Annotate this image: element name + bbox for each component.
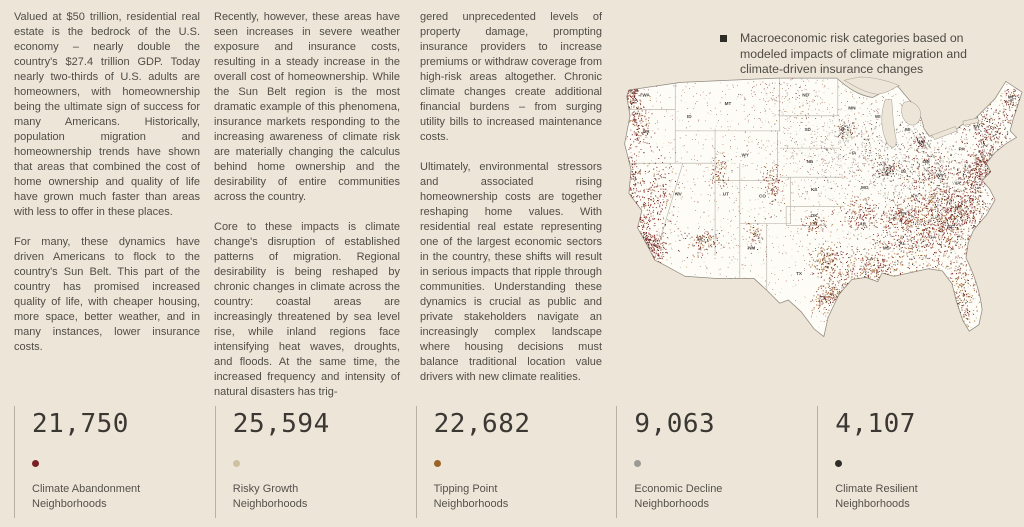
stat-label-line2: Neighborhoods — [634, 498, 710, 510]
stat-value: 25,594 — [232, 409, 330, 439]
body-paragraph: gered unprecedented levels of property d… — [420, 11, 602, 143]
stat-category-dot — [835, 460, 843, 467]
us-risk-map: WA OR ID MT WY NV UT CO AZ NM ND SD NE KS OK TX MN IA MO AR… — [624, 76, 1023, 338]
svg-text:IN: IN — [901, 169, 906, 174]
svg-text:IA: IA — [852, 151, 857, 156]
stat-label: Economic Decline Neighborhoods — [634, 482, 817, 512]
body-paragraph: Core to these impacts is climate change'… — [214, 221, 400, 398]
stat-label-line2: Neighborhoods — [32, 498, 107, 510]
stats-row: 21,750 Climate Abandonment Neighborhoods… — [14, 406, 1018, 518]
map-legend-text: Macroeconomic risk categories based on m… — [740, 31, 967, 76]
stat-economic-decline: 9,063 Economic Decline Neighborhoods — [616, 406, 817, 518]
svg-text:LA: LA — [867, 256, 874, 261]
stat-tipping-point: 22,682 Tipping Point Neighborhoods — [415, 406, 617, 518]
stat-category-dot — [232, 460, 240, 467]
svg-text:ME: ME — [1008, 95, 1015, 100]
svg-text:NE: NE — [807, 159, 813, 164]
stat-label-line1: Economic Decline — [634, 483, 723, 495]
stat-label: Tipping Point Neighborhoods — [434, 482, 617, 512]
svg-text:ID: ID — [687, 114, 692, 119]
body-paragraph: Valued at $50 trillion, residential real… — [14, 11, 200, 218]
svg-text:AL: AL — [899, 241, 905, 246]
svg-text:MO: MO — [861, 185, 869, 190]
svg-text:NV: NV — [675, 192, 682, 197]
stat-label: Climate Abandonment Neighborhoods — [32, 482, 215, 512]
svg-text:WY: WY — [742, 153, 750, 158]
stat-climate-abandonment: 21,750 Climate Abandonment Neighborhoods — [14, 406, 215, 518]
svg-text:ND: ND — [802, 92, 809, 97]
svg-text:GA: GA — [929, 235, 937, 240]
svg-text:NM: NM — [748, 245, 755, 250]
stat-value: 9,063 — [634, 409, 716, 439]
svg-text:OK: OK — [811, 213, 819, 218]
stat-category-dot — [634, 460, 642, 467]
stat-label: Risky Growth Neighborhoods — [233, 482, 416, 512]
stat-label-line2: Neighborhoods — [835, 498, 910, 510]
svg-text:UT: UT — [723, 192, 729, 197]
stat-label-line2: Neighborhoods — [433, 498, 509, 510]
stat-label: Climate Resilient Neighborhoods — [835, 482, 1018, 512]
stat-label-line1: Climate Resilient — [835, 483, 918, 495]
stat-value: 21,750 — [32, 409, 129, 439]
svg-text:IL: IL — [885, 172, 889, 177]
stat-label-line1: Climate Abandonment — [32, 483, 141, 495]
legend-square-icon — [720, 35, 727, 42]
article-column-1: Valued at $50 trillion, residential real… — [14, 10, 200, 370]
svg-text:MI: MI — [905, 127, 910, 132]
svg-text:TX: TX — [796, 271, 803, 276]
svg-text:KS: KS — [811, 187, 817, 192]
stat-label-line2: Neighborhoods — [232, 498, 308, 510]
svg-text:KY: KY — [911, 194, 918, 199]
svg-text:VA: VA — [954, 181, 961, 186]
svg-text:MS: MS — [883, 245, 890, 250]
stat-value: 4,107 — [835, 409, 916, 439]
svg-text:SC: SC — [948, 224, 955, 229]
svg-text:MT: MT — [725, 101, 732, 106]
svg-text:NC: NC — [955, 204, 962, 209]
svg-text:MN: MN — [848, 105, 856, 110]
svg-text:AR: AR — [859, 222, 866, 227]
body-paragraph: For many, these dynamics have driven Ame… — [14, 236, 200, 353]
body-paragraph: Ultimately, environmental stressors and … — [420, 161, 602, 383]
svg-text:SD: SD — [804, 127, 811, 132]
article-column-2: Recently, however, these areas have seen… — [214, 10, 400, 415]
article-column-3: gered unprecedented levels of property d… — [420, 10, 602, 400]
stat-risky-growth: 25,594 Risky Growth Neighborhoods — [214, 406, 416, 518]
svg-text:OH: OH — [923, 159, 931, 164]
stat-category-dot — [433, 460, 441, 467]
svg-text:CO: CO — [759, 194, 766, 199]
body-paragraph: Recently, however, these areas have seen… — [214, 11, 400, 203]
stat-category-dot — [32, 460, 39, 467]
map-legend: Macroeconomic risk categories based on m… — [720, 31, 1010, 78]
stat-value: 22,682 — [433, 409, 531, 439]
stat-climate-resilient: 4,107 Climate Resilient Neighborhoods — [817, 406, 1018, 518]
stat-label-line1: Risky Growth — [232, 483, 299, 495]
svg-text:NY: NY — [974, 125, 981, 130]
svg-text:AZ: AZ — [697, 237, 703, 242]
svg-text:WA: WA — [642, 92, 650, 97]
svg-text:TN: TN — [900, 211, 907, 216]
stat-label-line1: Tipping Point — [433, 483, 498, 495]
svg-text:WV: WV — [936, 173, 944, 178]
svg-text:OR: OR — [643, 129, 651, 134]
svg-text:PA: PA — [959, 146, 966, 151]
svg-text:WI: WI — [875, 114, 881, 119]
